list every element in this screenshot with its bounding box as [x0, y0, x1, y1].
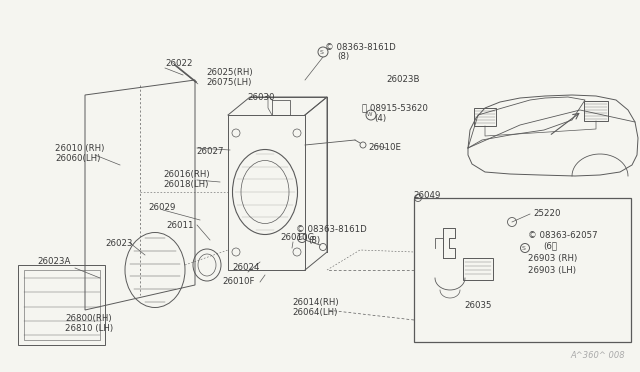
Text: 26800(RH): 26800(RH)	[65, 314, 111, 323]
Text: (8): (8)	[308, 235, 320, 244]
Text: 26064(LH): 26064(LH)	[292, 308, 337, 317]
Text: (4): (4)	[374, 113, 386, 122]
Text: 26023A: 26023A	[37, 257, 70, 266]
Text: 26024: 26024	[232, 263, 259, 273]
Text: Ⓦ 08915-53620: Ⓦ 08915-53620	[362, 103, 428, 112]
Text: S: S	[522, 246, 526, 250]
Text: 26011: 26011	[166, 221, 193, 230]
Text: S: S	[320, 49, 324, 55]
Text: 26060(LH): 26060(LH)	[55, 154, 100, 163]
Text: © 08363-62057: © 08363-62057	[528, 231, 598, 240]
Text: S: S	[299, 235, 303, 241]
Text: © 08363-8161D: © 08363-8161D	[296, 225, 367, 234]
Text: 26027: 26027	[196, 148, 223, 157]
Text: 26903 (RH): 26903 (RH)	[528, 254, 577, 263]
Text: 26030: 26030	[247, 93, 275, 102]
Text: 26029: 26029	[148, 202, 175, 212]
Text: 26010F: 26010F	[222, 278, 255, 286]
Text: 26023B: 26023B	[386, 76, 419, 84]
Bar	[463, 258, 493, 280]
Bar	[474, 108, 496, 126]
Text: 26810 (LH): 26810 (LH)	[65, 324, 113, 333]
Text: 25220: 25220	[533, 209, 561, 218]
Text: 26035: 26035	[464, 301, 492, 310]
Bar	[414, 198, 631, 342]
Bar	[584, 101, 608, 121]
Text: 26018(LH): 26018(LH)	[163, 180, 209, 189]
Text: 26025(RH): 26025(RH)	[206, 67, 253, 77]
Text: 26903 (LH): 26903 (LH)	[528, 266, 576, 275]
Text: 26014(RH): 26014(RH)	[292, 298, 339, 308]
Text: 26010G: 26010G	[280, 234, 314, 243]
Text: 26010 (RH): 26010 (RH)	[55, 144, 104, 153]
Text: A^360^ 008: A^360^ 008	[570, 351, 625, 360]
Text: © 08363-8161D: © 08363-8161D	[325, 42, 396, 51]
Text: 26022: 26022	[165, 58, 193, 67]
Text: 26023: 26023	[105, 238, 132, 247]
Text: (6〉: (6〉	[543, 241, 557, 250]
Text: W: W	[367, 112, 372, 118]
Text: 26075(LH): 26075(LH)	[206, 77, 252, 87]
Text: 26010E: 26010E	[368, 144, 401, 153]
Text: (8): (8)	[337, 52, 349, 61]
Text: 26016(RH): 26016(RH)	[163, 170, 210, 180]
Text: 26049: 26049	[413, 190, 440, 199]
